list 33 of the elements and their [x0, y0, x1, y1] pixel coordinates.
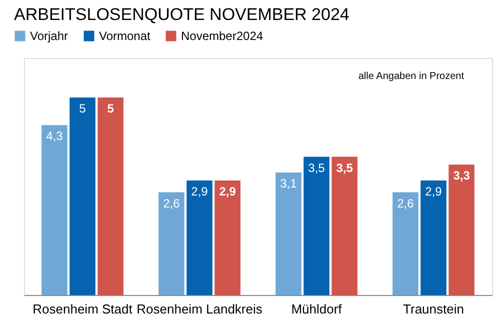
- bar: [214, 180, 240, 295]
- x-tick-label: Rosenheim Landkreis: [136, 302, 263, 316]
- data-label: 2,6: [163, 196, 180, 210]
- bar: [70, 98, 96, 295]
- bar: [42, 125, 68, 295]
- x-tick-label: Traunstein: [403, 302, 464, 316]
- annotation: alle Angaben in Prozent: [358, 71, 464, 82]
- legend-label: Vorjahr: [30, 29, 68, 43]
- bar: [276, 172, 302, 295]
- bar: [158, 192, 184, 295]
- legend-label: November2024: [181, 29, 264, 43]
- data-label: 3,3: [453, 168, 470, 183]
- data-label: 3,1: [280, 176, 298, 191]
- bar: [392, 192, 418, 295]
- data-label: 5: [79, 102, 86, 116]
- bar: [186, 180, 212, 295]
- data-label: 2,9: [425, 184, 442, 198]
- bar: [98, 98, 124, 295]
- chart-title: ARBEITSLOSENQUOTE NOVEMBER 2024: [14, 5, 350, 24]
- data-label: 2,6: [397, 196, 414, 210]
- data-label: 5: [107, 102, 114, 116]
- bar: [420, 180, 446, 295]
- data-label: 4,3: [46, 129, 64, 144]
- bar: [448, 164, 474, 295]
- x-tick-label: Rosenheim Stadt: [32, 302, 133, 316]
- data-label: 2,9: [219, 184, 236, 198]
- bar: [332, 156, 358, 295]
- data-label: 3,5: [308, 160, 326, 175]
- data-label: 2,9: [191, 184, 208, 198]
- x-tick-label: Mühldorf: [291, 302, 342, 316]
- bar: [304, 156, 330, 295]
- legend-label: Vormonat: [99, 29, 152, 43]
- data-label: 3,5: [336, 160, 354, 175]
